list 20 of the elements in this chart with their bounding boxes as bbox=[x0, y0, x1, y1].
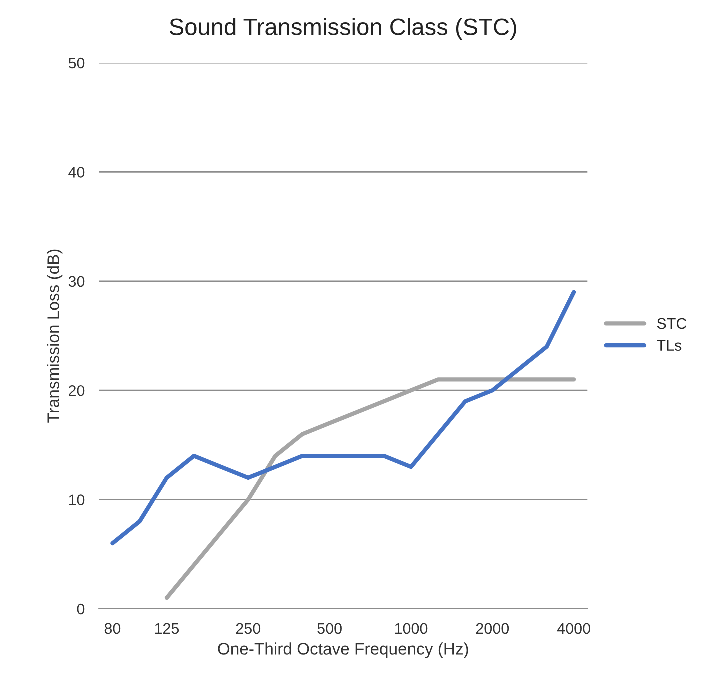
x-tick-label: 250 bbox=[236, 623, 261, 634]
y-tick-label: 20 bbox=[69, 385, 85, 396]
line-series bbox=[110, 290, 576, 546]
y-axis-title: Transmission Loss (dB) bbox=[47, 250, 63, 423]
chart-title: Sound Transmission Class (STC) bbox=[170, 18, 516, 40]
x-tick-label: 125 bbox=[155, 623, 180, 634]
x-tick-label: 1000 bbox=[395, 623, 428, 634]
legend-label: STC bbox=[657, 318, 687, 330]
x-tick-label: 500 bbox=[318, 623, 342, 634]
y-tick-label: 10 bbox=[69, 494, 85, 506]
y-tick-label: 40 bbox=[68, 167, 85, 178]
x-axis-title: One-Third Octave Frequency (Hz) bbox=[218, 642, 468, 658]
x-tick-label: 80 bbox=[104, 623, 121, 634]
legend-label: TLs bbox=[657, 340, 682, 352]
y-tick-label: 30 bbox=[68, 276, 85, 288]
y-tick-label: 0 bbox=[77, 604, 85, 615]
x-tick-label: 4000 bbox=[557, 623, 590, 634]
y-tick-label: 50 bbox=[68, 58, 85, 69]
line-series bbox=[164, 378, 576, 600]
x-tick-label: 2000 bbox=[476, 623, 510, 634]
